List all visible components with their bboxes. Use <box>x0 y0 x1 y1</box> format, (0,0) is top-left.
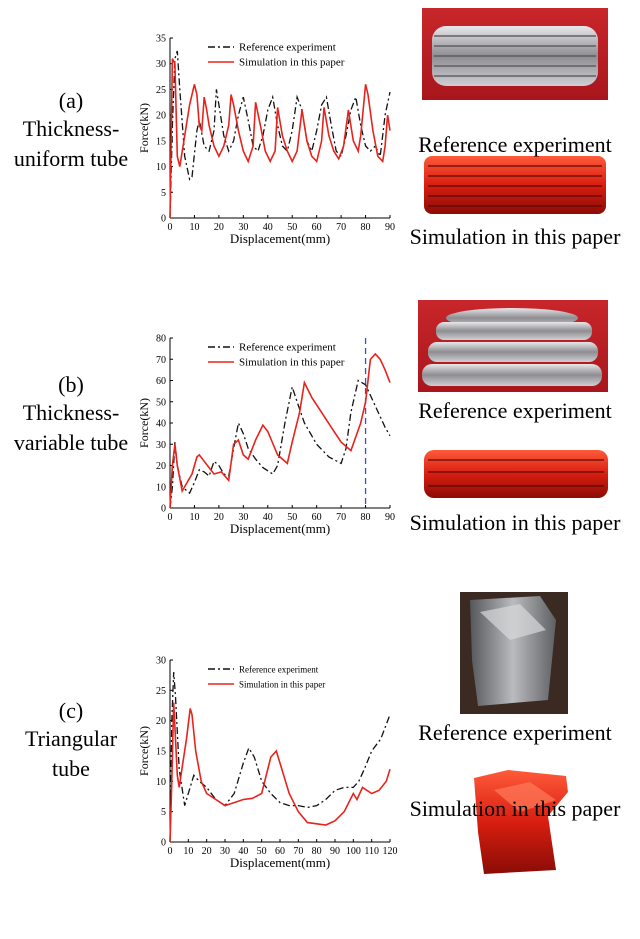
image-caption: Simulation in this paper <box>395 508 635 538</box>
x-tick-label: 90 <box>385 512 395 523</box>
photo-reference-b <box>418 300 608 392</box>
photo-simulation-b <box>424 450 608 498</box>
panel-label: (a) <box>12 86 130 116</box>
legend-label: Reference experiment <box>239 342 336 354</box>
x-tick-label: 80 <box>361 222 371 233</box>
y-axis-label: Force(kN) <box>137 726 151 776</box>
y-tick-label: 0 <box>161 504 166 515</box>
y-tick-label: 10 <box>156 482 166 493</box>
data-line <box>170 381 390 509</box>
panel-description: Triangular tube <box>12 724 130 784</box>
x-axis-label: Displacement(mm) <box>230 855 330 870</box>
data-line <box>170 672 390 842</box>
legend-label: Reference experiment <box>239 665 319 675</box>
y-tick-label: 0 <box>161 838 166 849</box>
image-caption: Reference experiment <box>395 718 635 748</box>
x-tick-label: 120 <box>383 846 398 857</box>
photo-reference-c <box>460 592 568 714</box>
y-tick-label: 30 <box>156 656 166 667</box>
y-tick-label: 70 <box>156 355 166 366</box>
x-tick-label: 110 <box>364 846 379 857</box>
x-tick-label: 90 <box>385 222 395 233</box>
y-tick-label: 20 <box>156 111 166 122</box>
image-caption: Reference experiment <box>395 396 635 426</box>
y-tick-label: 20 <box>156 716 166 727</box>
image-caption: Reference experiment <box>395 130 635 160</box>
x-tick-label: 100 <box>346 846 361 857</box>
y-axis-label: Force(kN) <box>137 103 151 153</box>
panel-label: (c) <box>12 696 130 726</box>
data-line <box>170 51 390 218</box>
y-tick-label: 15 <box>156 136 166 147</box>
y-tick-label: 10 <box>156 162 166 173</box>
y-tick-label: 50 <box>156 397 166 408</box>
x-tick-label: 10 <box>183 846 193 857</box>
y-tick-label: 0 <box>161 214 166 225</box>
y-tick-label: 30 <box>156 440 166 451</box>
data-line <box>170 354 390 508</box>
y-tick-label: 35 <box>156 34 166 45</box>
legend-label: Reference experiment <box>239 42 336 54</box>
x-tick-label: 20 <box>214 512 224 523</box>
image-caption: Simulation in this paper <box>395 794 635 824</box>
y-tick-label: 5 <box>161 188 166 199</box>
y-tick-label: 5 <box>161 807 166 818</box>
x-tick-label: 0 <box>168 512 173 523</box>
y-tick-label: 20 <box>156 461 166 472</box>
x-tick-label: 90 <box>330 846 340 857</box>
y-tick-label: 10 <box>156 777 166 788</box>
photo-simulation-a <box>424 156 606 214</box>
y-tick-label: 80 <box>156 334 166 345</box>
x-tick-label: 20 <box>202 846 212 857</box>
photo-reference-a <box>422 8 608 100</box>
x-tick-label: 30 <box>220 846 230 857</box>
legend-label: Simulation in this paper <box>239 680 325 690</box>
y-tick-label: 30 <box>156 59 166 70</box>
y-axis-label: Force(kN) <box>137 398 151 448</box>
x-tick-label: 80 <box>361 512 371 523</box>
data-line <box>170 703 390 843</box>
image-caption: Simulation in this paper <box>395 222 635 252</box>
y-tick-label: 15 <box>156 747 166 758</box>
x-tick-label: 20 <box>214 222 224 233</box>
panel-label: (b) <box>12 370 130 400</box>
x-axis-label: Displacement(mm) <box>230 231 330 246</box>
y-tick-label: 60 <box>156 376 166 387</box>
legend-label: Simulation in this paper <box>239 357 345 369</box>
x-tick-label: 10 <box>189 222 199 233</box>
figure: 051015202530350102030405060708090Displac… <box>0 0 640 939</box>
x-tick-label: 0 <box>168 222 173 233</box>
x-tick-label: 70 <box>336 222 346 233</box>
panel-description: Thickness-uniform tube <box>12 114 130 174</box>
y-tick-label: 25 <box>156 85 166 96</box>
y-tick-label: 25 <box>156 686 166 697</box>
panel-description: Thickness-variable tube <box>12 398 130 458</box>
legend-label: Simulation in this paper <box>239 57 345 69</box>
y-tick-label: 40 <box>156 419 166 430</box>
x-tick-label: 0 <box>168 846 173 857</box>
x-tick-label: 10 <box>189 512 199 523</box>
x-axis-label: Displacement(mm) <box>230 521 330 536</box>
x-tick-label: 70 <box>336 512 346 523</box>
